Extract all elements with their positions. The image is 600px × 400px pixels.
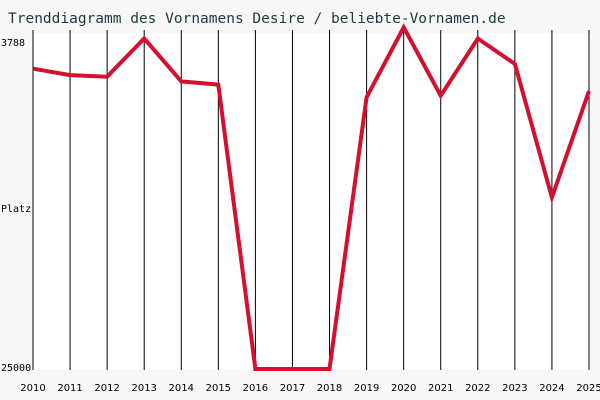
series-line [32, 23, 591, 371]
x-tick-label: 2015 [206, 383, 231, 394]
x-tick-label: 2021 [428, 383, 453, 394]
x-tick-label: 2018 [317, 383, 342, 394]
x-tick-label: 2024 [539, 383, 564, 394]
y-tick-bottom: 25000 [1, 363, 31, 374]
y-tick-top: 3788 [1, 38, 25, 49]
x-tick-label: 2025 [576, 383, 600, 394]
x-tick-label: 2016 [243, 383, 268, 394]
x-tick-label: 2017 [280, 383, 305, 394]
plot-area [33, 33, 590, 370]
y-axis-label: Platz [1, 204, 31, 215]
x-axis-labels: 2010 2011 2012 2013 2014 2015 2016 2017 2018 2019… [20, 383, 600, 394]
x-tick-label: 2011 [57, 383, 82, 394]
x-tick-label: 2013 [131, 383, 156, 394]
x-tick-label: 2020 [391, 383, 416, 394]
y-axis-labels: 3788 Platz 25000 [1, 38, 31, 374]
x-tick-label: 2022 [465, 383, 490, 394]
x-tick-label: 2019 [354, 383, 379, 394]
chart-title: Trenddiagramm des Vornamens Desire / bel… [8, 11, 506, 27]
x-tick-label: 2023 [502, 383, 527, 394]
x-tick-label: 2014 [169, 383, 194, 394]
x-tick-label: 2010 [20, 383, 45, 394]
x-tick-label: 2012 [94, 383, 119, 394]
